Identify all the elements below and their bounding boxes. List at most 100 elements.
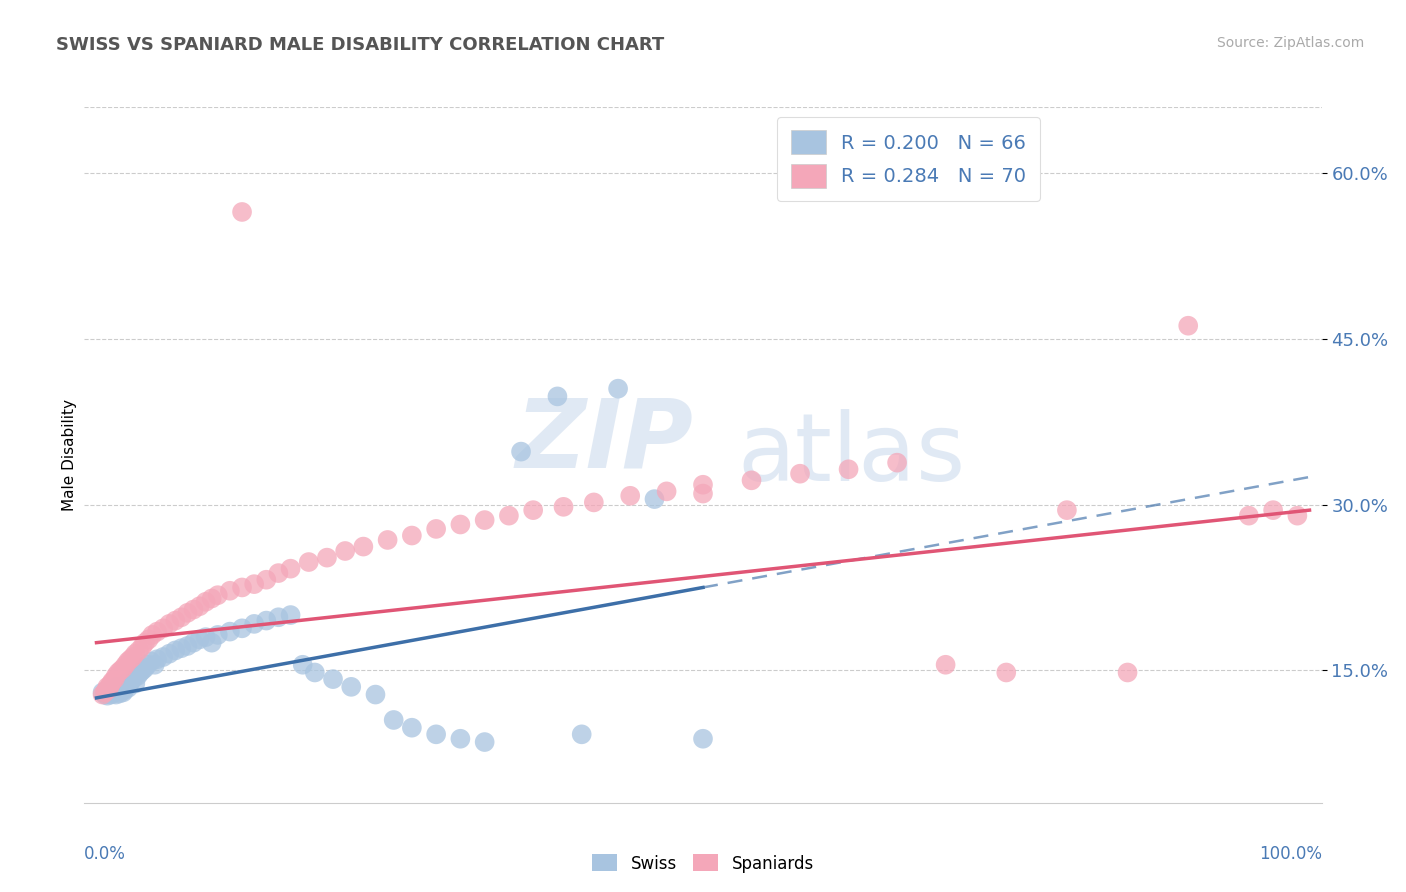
Point: [231, 581, 253, 595]
Point: [120, 652, 142, 666]
Point: [110, 663, 132, 677]
Legend: R = 0.200   N = 66, R = 0.284   N = 70: R = 0.200 N = 66, R = 0.284 N = 70: [778, 117, 1039, 202]
Point: [104, 688, 127, 702]
Point: [582, 495, 605, 509]
Point: [1116, 665, 1139, 680]
Point: [129, 665, 152, 680]
Point: [101, 674, 124, 689]
Point: [120, 674, 142, 689]
Point: [188, 632, 211, 647]
Point: [110, 681, 132, 696]
Point: [101, 684, 124, 698]
Point: [298, 555, 321, 569]
Point: [118, 678, 141, 692]
Point: [655, 484, 678, 499]
Point: [134, 661, 156, 675]
Point: [176, 639, 198, 653]
Point: [194, 630, 217, 644]
Point: [352, 540, 374, 554]
Point: [107, 665, 129, 680]
Point: [304, 665, 326, 680]
Point: [134, 635, 156, 649]
Point: [474, 513, 496, 527]
Point: [94, 688, 117, 702]
Text: 0.0%: 0.0%: [84, 845, 127, 863]
Point: [131, 639, 153, 653]
Point: [165, 643, 187, 657]
Point: [243, 616, 266, 631]
Point: [207, 628, 229, 642]
Point: [231, 205, 253, 219]
Point: [1177, 318, 1199, 333]
Point: [111, 680, 134, 694]
Point: [157, 647, 180, 661]
Point: [91, 688, 114, 702]
Point: [401, 528, 423, 542]
Point: [692, 477, 714, 491]
Point: [1261, 503, 1284, 517]
Point: [1237, 508, 1260, 523]
Point: [607, 382, 630, 396]
Point: [1056, 503, 1078, 517]
Point: [122, 672, 145, 686]
Point: [152, 650, 174, 665]
Point: [838, 462, 860, 476]
Point: [131, 663, 153, 677]
Point: [136, 657, 159, 672]
Point: [219, 583, 242, 598]
Point: [741, 473, 763, 487]
Point: [112, 661, 135, 675]
Point: [112, 685, 135, 699]
Point: [364, 688, 387, 702]
Point: [100, 688, 122, 702]
Point: [449, 517, 471, 532]
Point: [886, 456, 908, 470]
Point: [789, 467, 811, 481]
Point: [104, 685, 127, 699]
Text: SWISS VS SPANIARD MALE DISABILITY CORRELATION CHART: SWISS VS SPANIARD MALE DISABILITY CORREL…: [56, 36, 665, 54]
Point: [97, 686, 120, 700]
Text: 100.0%: 100.0%: [1258, 845, 1322, 863]
Point: [449, 731, 471, 746]
Point: [124, 647, 146, 661]
Point: [201, 635, 224, 649]
Point: [254, 614, 277, 628]
Point: [219, 624, 242, 639]
Point: [188, 599, 211, 614]
Point: [546, 389, 568, 403]
Text: ZIP: ZIP: [515, 394, 693, 488]
Point: [165, 614, 187, 628]
Point: [1286, 508, 1309, 523]
Point: [96, 689, 118, 703]
Point: [267, 566, 290, 580]
Point: [114, 657, 136, 672]
Point: [333, 544, 356, 558]
Point: [124, 676, 146, 690]
Point: [146, 624, 169, 639]
Point: [96, 684, 118, 698]
Y-axis label: Male Disability: Male Disability: [62, 399, 77, 511]
Point: [96, 680, 118, 694]
Point: [97, 681, 120, 696]
Point: [105, 680, 128, 694]
Point: [98, 685, 121, 699]
Point: [194, 595, 217, 609]
Point: [114, 680, 136, 694]
Point: [138, 632, 160, 647]
Point: [267, 610, 290, 624]
Point: [97, 683, 120, 698]
Point: [98, 679, 121, 693]
Point: [108, 686, 131, 700]
Point: [377, 533, 399, 547]
Point: [122, 650, 145, 665]
Point: [935, 657, 957, 672]
Point: [474, 735, 496, 749]
Point: [170, 641, 193, 656]
Point: [170, 610, 193, 624]
Point: [117, 655, 139, 669]
Point: [207, 588, 229, 602]
Point: [112, 683, 135, 698]
Point: [103, 681, 125, 696]
Point: [94, 685, 117, 699]
Point: [553, 500, 575, 514]
